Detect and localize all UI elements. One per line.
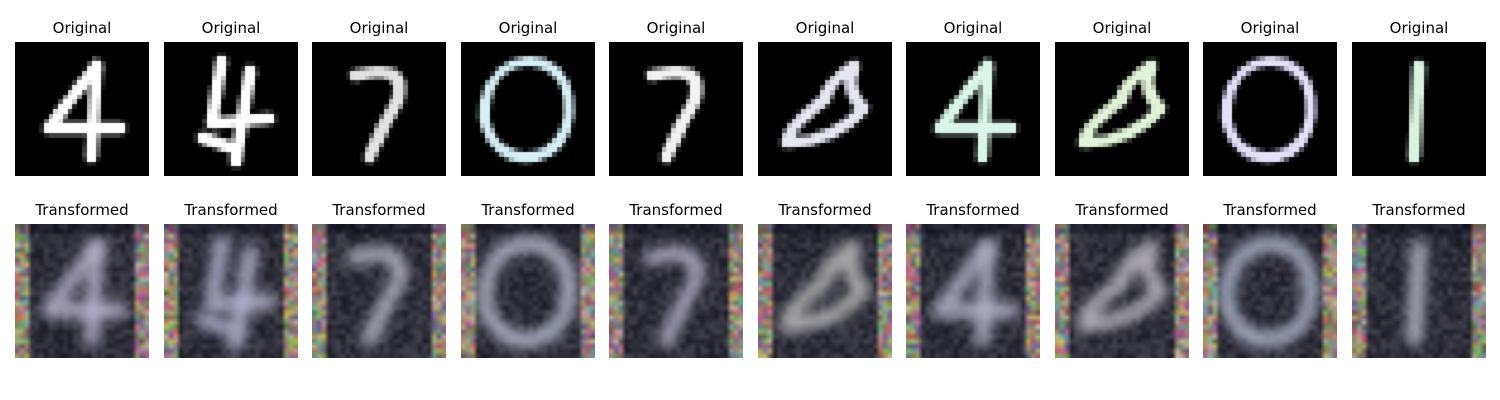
transformed-title: Transformed	[1075, 201, 1169, 219]
transformed-digit-0-lavender-image	[1203, 224, 1337, 358]
transformed-digit-8-image	[758, 224, 892, 358]
original-digit-0-image	[461, 42, 595, 176]
transformed-title: Transformed	[629, 201, 723, 219]
transformed-digit-7-image	[312, 224, 446, 358]
original-title: Original	[795, 19, 855, 37]
original-title: Original	[52, 19, 112, 37]
original-digit-0-lavender-image	[1203, 42, 1337, 176]
transformed-title: Transformed	[184, 201, 278, 219]
transformed-digit-4-mint-image	[906, 224, 1040, 358]
original-title: Original	[943, 19, 1003, 37]
transformed-digit-1-image	[1352, 224, 1486, 358]
original-title: Original	[1092, 19, 1152, 37]
transformed-title: Transformed	[35, 201, 129, 219]
original-title: Original	[349, 19, 409, 37]
original-digit-4-mint-image	[906, 42, 1040, 176]
original-digit-7-thin-image	[609, 42, 743, 176]
transformed-title: Transformed	[481, 201, 575, 219]
original-digit-7-image	[312, 42, 446, 176]
transformed-digit-7-thin-image	[609, 224, 743, 358]
original-title: Original	[1240, 19, 1300, 37]
original-title: Original	[201, 19, 261, 37]
original-title: Original	[498, 19, 558, 37]
transformed-title: Transformed	[332, 201, 426, 219]
transformed-title: Transformed	[926, 201, 1020, 219]
original-digit-4-slanted-image	[164, 42, 298, 176]
original-digit-1-image	[1352, 42, 1486, 176]
original-title: Original	[646, 19, 706, 37]
transformed-title: Transformed	[1372, 201, 1466, 219]
transformed-digit-8-green-image	[1055, 224, 1189, 358]
transformed-digit-0-image	[461, 224, 595, 358]
transformed-digit-4-image	[15, 224, 149, 358]
original-digit-8-green-image	[1055, 42, 1189, 176]
transformed-title: Transformed	[778, 201, 872, 219]
transformed-title: Transformed	[1223, 201, 1317, 219]
original-title: Original	[1389, 19, 1449, 37]
original-digit-8-image	[758, 42, 892, 176]
original-digit-4-image	[15, 42, 149, 176]
transformed-digit-4-slanted-image	[164, 224, 298, 358]
